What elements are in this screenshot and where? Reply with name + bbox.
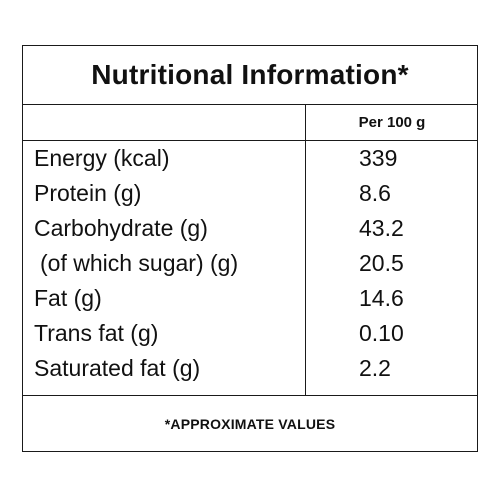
table-title: Nutritional Information* (91, 59, 409, 90)
nutrient-value: 20.5 (359, 250, 404, 276)
table-row: Energy (kcal) 339 (23, 141, 477, 176)
table-row: Carbohydrate (g) 43.2 (23, 211, 477, 246)
per-100g-header: Per 100 g (358, 114, 426, 131)
nutrient-value: 2.2 (359, 355, 391, 381)
table-row: Trans fat (g) 0.10 (23, 316, 477, 351)
nutrient-value: 8.6 (359, 180, 391, 206)
nutrient-value: 0.10 (359, 320, 404, 346)
table-row: Protein (g) 8.6 (23, 176, 477, 211)
nutrient-value: 43.2 (359, 215, 404, 241)
nutrient-name: Trans fat (g) (34, 320, 159, 346)
nutrition-table: Nutritional Information* Per 100 g Energ… (22, 45, 478, 452)
footnote: *APPROXIMATE VALUES (164, 415, 336, 432)
table-row: (of which sugar) (g) 20.5 (23, 246, 477, 281)
nutrient-name: Saturated fat (g) (34, 355, 201, 381)
nutrient-name: Carbohydrate (g) (34, 215, 208, 241)
title-row: Nutritional Information* (23, 46, 477, 105)
table-row: Fat (g) 14.6 (23, 281, 477, 316)
nutrient-name: Energy (kcal) (34, 145, 170, 171)
table-row: Saturated fat (g) 2.2 (23, 351, 477, 386)
nutrient-name: Protein (g) (34, 180, 142, 206)
nutrient-rows: Energy (kcal) 339 Protein (g) 8.6 Carboh… (23, 141, 477, 386)
column-divider (305, 104, 306, 395)
nutrient-value: 339 (359, 145, 398, 171)
nutrient-name: (of which sugar) (g) (40, 250, 239, 276)
nutrient-value: 14.6 (359, 285, 404, 311)
nutrient-name: Fat (g) (34, 285, 102, 311)
header-row: Per 100 g (23, 104, 477, 141)
footnote-row: *APPROXIMATE VALUES (23, 395, 477, 451)
